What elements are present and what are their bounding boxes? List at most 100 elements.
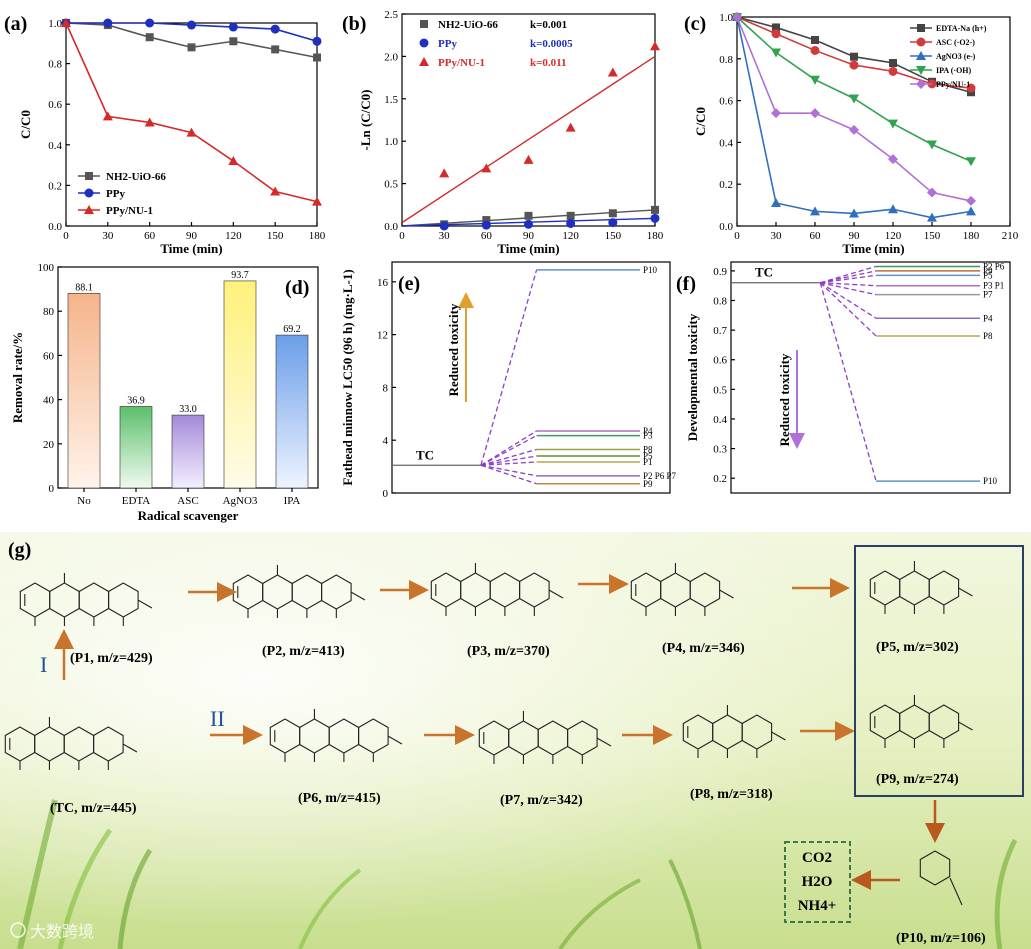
data-point bbox=[228, 156, 239, 166]
data-point bbox=[102, 111, 113, 121]
data-point bbox=[771, 48, 781, 58]
data-point bbox=[482, 216, 491, 225]
legend-marker bbox=[84, 188, 94, 198]
legend-label: PPy/NU-1 bbox=[936, 80, 970, 89]
legend-marker bbox=[84, 205, 94, 214]
y-tick-label: 1.0 bbox=[384, 136, 398, 148]
data-point bbox=[566, 218, 576, 228]
data-point bbox=[849, 94, 859, 104]
mineral-box bbox=[784, 841, 851, 923]
plot-frame bbox=[730, 261, 1011, 494]
y-tick-label: 16 bbox=[377, 277, 389, 289]
data-point bbox=[889, 58, 897, 67]
data-point bbox=[565, 122, 576, 132]
x-tick-label: 60 bbox=[810, 230, 822, 242]
transition-line bbox=[820, 274, 877, 284]
data-point bbox=[566, 211, 575, 220]
legend-marker bbox=[916, 79, 926, 89]
x-tick-label: 60 bbox=[481, 230, 493, 242]
y-tick-label: 1.0 bbox=[48, 18, 62, 30]
x-tick-label: EDTA bbox=[122, 495, 151, 507]
data-point bbox=[103, 18, 113, 28]
x-tick-label: 30 bbox=[102, 230, 114, 242]
transition-line bbox=[480, 455, 537, 466]
molecule-p1 bbox=[19, 573, 153, 626]
legend-marker bbox=[420, 20, 428, 28]
product-level-label: P5 bbox=[643, 451, 653, 461]
x-tick-label: 0 bbox=[399, 230, 405, 242]
reference-label: TC bbox=[416, 447, 434, 462]
legend-label: IPA (·OH) bbox=[936, 66, 972, 75]
molecule-p8 bbox=[682, 705, 786, 758]
transition-line bbox=[820, 282, 877, 296]
legend-marker bbox=[85, 172, 93, 180]
molecule-p5 bbox=[869, 561, 973, 614]
data-point bbox=[811, 35, 819, 44]
legend-k-value: k=0.0005 bbox=[530, 38, 573, 50]
x-tick-label: 150 bbox=[267, 230, 284, 242]
bar-value-label: 36.9 bbox=[127, 395, 145, 406]
legend-label: PPy/NU-1 bbox=[106, 205, 153, 217]
x-tick-label: 180 bbox=[963, 230, 980, 242]
side-chain bbox=[122, 743, 138, 753]
data-point bbox=[650, 41, 660, 51]
data-point bbox=[608, 209, 617, 218]
bar bbox=[223, 280, 257, 489]
product-level-label: P9 bbox=[983, 266, 993, 276]
series-line bbox=[736, 16, 972, 219]
legend-marker bbox=[917, 24, 925, 32]
data-point bbox=[524, 219, 533, 229]
y-tick-label: 12 bbox=[377, 330, 388, 342]
side-chain bbox=[958, 721, 973, 731]
panel-a: 0 30 60 90 120 150 180 0.0 0.2 0.4 0.6 0.8 1.0 Time (… bbox=[4, 13, 326, 256]
data-point bbox=[312, 36, 322, 46]
plot-frame bbox=[391, 261, 671, 494]
product-level-label: P10 bbox=[983, 476, 998, 486]
data-point bbox=[772, 23, 780, 32]
legend-label: AgNO3 (e-) bbox=[936, 52, 976, 61]
y-tick-label: 4 bbox=[383, 435, 389, 447]
x-tick-label: 30 bbox=[439, 230, 451, 242]
y-tick-label: 0 bbox=[383, 488, 389, 500]
side-chain bbox=[548, 589, 564, 599]
data-point bbox=[145, 33, 154, 42]
x-tick-label: 180 bbox=[309, 230, 326, 242]
panel-label: (e) bbox=[398, 273, 420, 295]
legend-label: PPy bbox=[438, 38, 457, 50]
data-point bbox=[850, 52, 858, 61]
y-axis-label: -Ln (C/C0) bbox=[358, 89, 373, 150]
mineral-nh4: NH4+ bbox=[798, 898, 837, 914]
y-tick-label: 100 bbox=[38, 262, 55, 274]
bar bbox=[171, 414, 205, 489]
reduced-toxicity-label: Reduced toxicity bbox=[777, 353, 792, 446]
product-level-label: P8 bbox=[643, 444, 653, 454]
y-tick-label: 0.4 bbox=[713, 414, 727, 426]
molecule-p3 bbox=[430, 563, 564, 616]
plot-frame bbox=[736, 16, 1011, 227]
y-tick-label: 2.5 bbox=[384, 9, 398, 21]
legend-marker bbox=[419, 57, 429, 66]
label-p2: (P2, m/z=413) bbox=[262, 644, 345, 659]
x-tick-label: 150 bbox=[924, 230, 941, 242]
side-chain bbox=[387, 735, 403, 745]
data-point bbox=[186, 127, 197, 137]
label-p4: (P4, m/z=346) bbox=[662, 641, 745, 656]
label-p8: (P8, m/z=318) bbox=[690, 787, 773, 802]
y-tick-label: 80 bbox=[43, 306, 55, 318]
data-point bbox=[187, 43, 196, 52]
transition-line bbox=[819, 282, 877, 337]
bar-value-label: 33.0 bbox=[179, 404, 197, 415]
reduced-toxicity-label: Reduced toxicity bbox=[446, 303, 461, 396]
y-tick-label: 0.5 bbox=[713, 384, 727, 396]
product-level-label: P2 P6 bbox=[983, 261, 1005, 271]
side-chain bbox=[350, 591, 366, 601]
data-point bbox=[966, 157, 976, 167]
aldehyde-bond bbox=[949, 877, 963, 906]
y-tick-label: 2.0 bbox=[384, 51, 398, 63]
bar bbox=[67, 292, 101, 489]
panel-g: (g) (P1, m/z=429) (P2, m/z=413) (P3, m/z… bbox=[4, 539, 1024, 946]
fit-line bbox=[401, 55, 656, 224]
y-tick-label: 20 bbox=[43, 439, 55, 451]
x-tick-label: 120 bbox=[885, 230, 902, 242]
